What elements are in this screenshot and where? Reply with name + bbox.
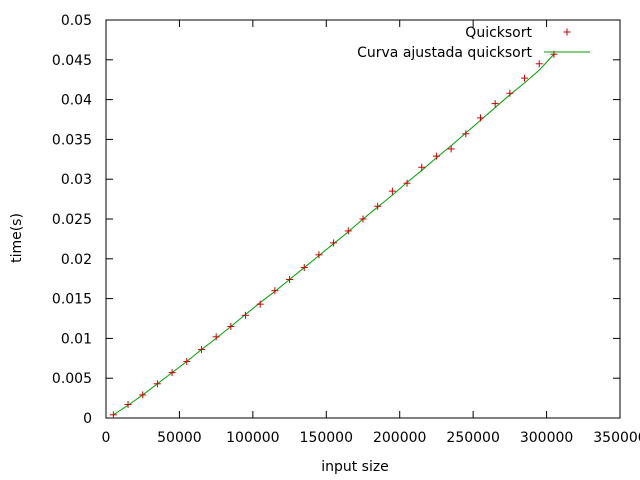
legend-label-quicksort: Quicksort [465, 25, 532, 41]
x-tick-label: 300000 [520, 430, 573, 446]
legend: Quicksort Curva ajustada quicksort [357, 25, 590, 61]
y-tick-label: 0.02 [61, 252, 92, 268]
y-tick-label: 0 [83, 411, 92, 427]
data-point [168, 369, 176, 377]
y-tick-label: 0.035 [52, 132, 92, 148]
data-point [212, 333, 220, 341]
data-point [388, 187, 396, 195]
y-axis: 0 0.005 0.01 0.015 0.02 0.025 0.03 0.035 0.04 0.0… [52, 13, 620, 427]
data-point [315, 251, 323, 259]
data-point [462, 130, 470, 138]
data-point [447, 145, 455, 153]
data-point [197, 346, 205, 354]
fitted-curve-series [113, 53, 555, 416]
data-point [521, 74, 529, 82]
y-tick-label: 0.005 [52, 371, 92, 387]
data-point [330, 239, 338, 247]
data-point [139, 391, 147, 399]
y-tick-label: 0.025 [52, 212, 92, 228]
y-tick-label: 0.045 [52, 53, 92, 69]
x-tick-label: 100000 [226, 430, 279, 446]
data-point [491, 100, 499, 108]
data-point [403, 179, 411, 187]
y-tick-label: 0.03 [61, 172, 92, 188]
x-axis-label: input size [321, 459, 389, 475]
data-point [286, 275, 294, 283]
y-tick-label: 0.015 [52, 292, 92, 308]
data-point [242, 311, 250, 319]
data-point [183, 357, 191, 365]
x-tick-label: 0 [102, 430, 111, 446]
y-tick-label: 0.04 [61, 93, 92, 109]
data-point [300, 264, 308, 272]
x-tick-label: 150000 [300, 430, 353, 446]
x-tick-label: 50000 [157, 430, 202, 446]
legend-label-fitted-curve: Curva ajustada quicksort [357, 45, 532, 61]
data-point [506, 89, 514, 97]
y-tick-label: 0.05 [61, 13, 92, 29]
data-point [153, 380, 161, 388]
x-axis: 0 50000 100000 150000 200000 250000 300000 3500… [102, 20, 640, 446]
data-point [418, 163, 426, 171]
data-point [359, 215, 367, 223]
x-tick-label: 250000 [446, 430, 499, 446]
fitted-curve-line [113, 53, 555, 416]
data-point [535, 60, 543, 68]
data-point [124, 400, 132, 408]
data-point [256, 300, 264, 308]
data-point [271, 287, 279, 295]
data-point [344, 227, 352, 235]
y-axis-label: time(s) [9, 213, 25, 263]
y-tick-label: 0.01 [61, 331, 92, 347]
data-point [432, 152, 440, 160]
data-point [227, 322, 235, 330]
data-point [476, 114, 484, 122]
x-tick-label: 200000 [373, 430, 426, 446]
data-point [109, 411, 117, 419]
quicksort-series [109, 50, 558, 419]
data-point [374, 202, 382, 210]
